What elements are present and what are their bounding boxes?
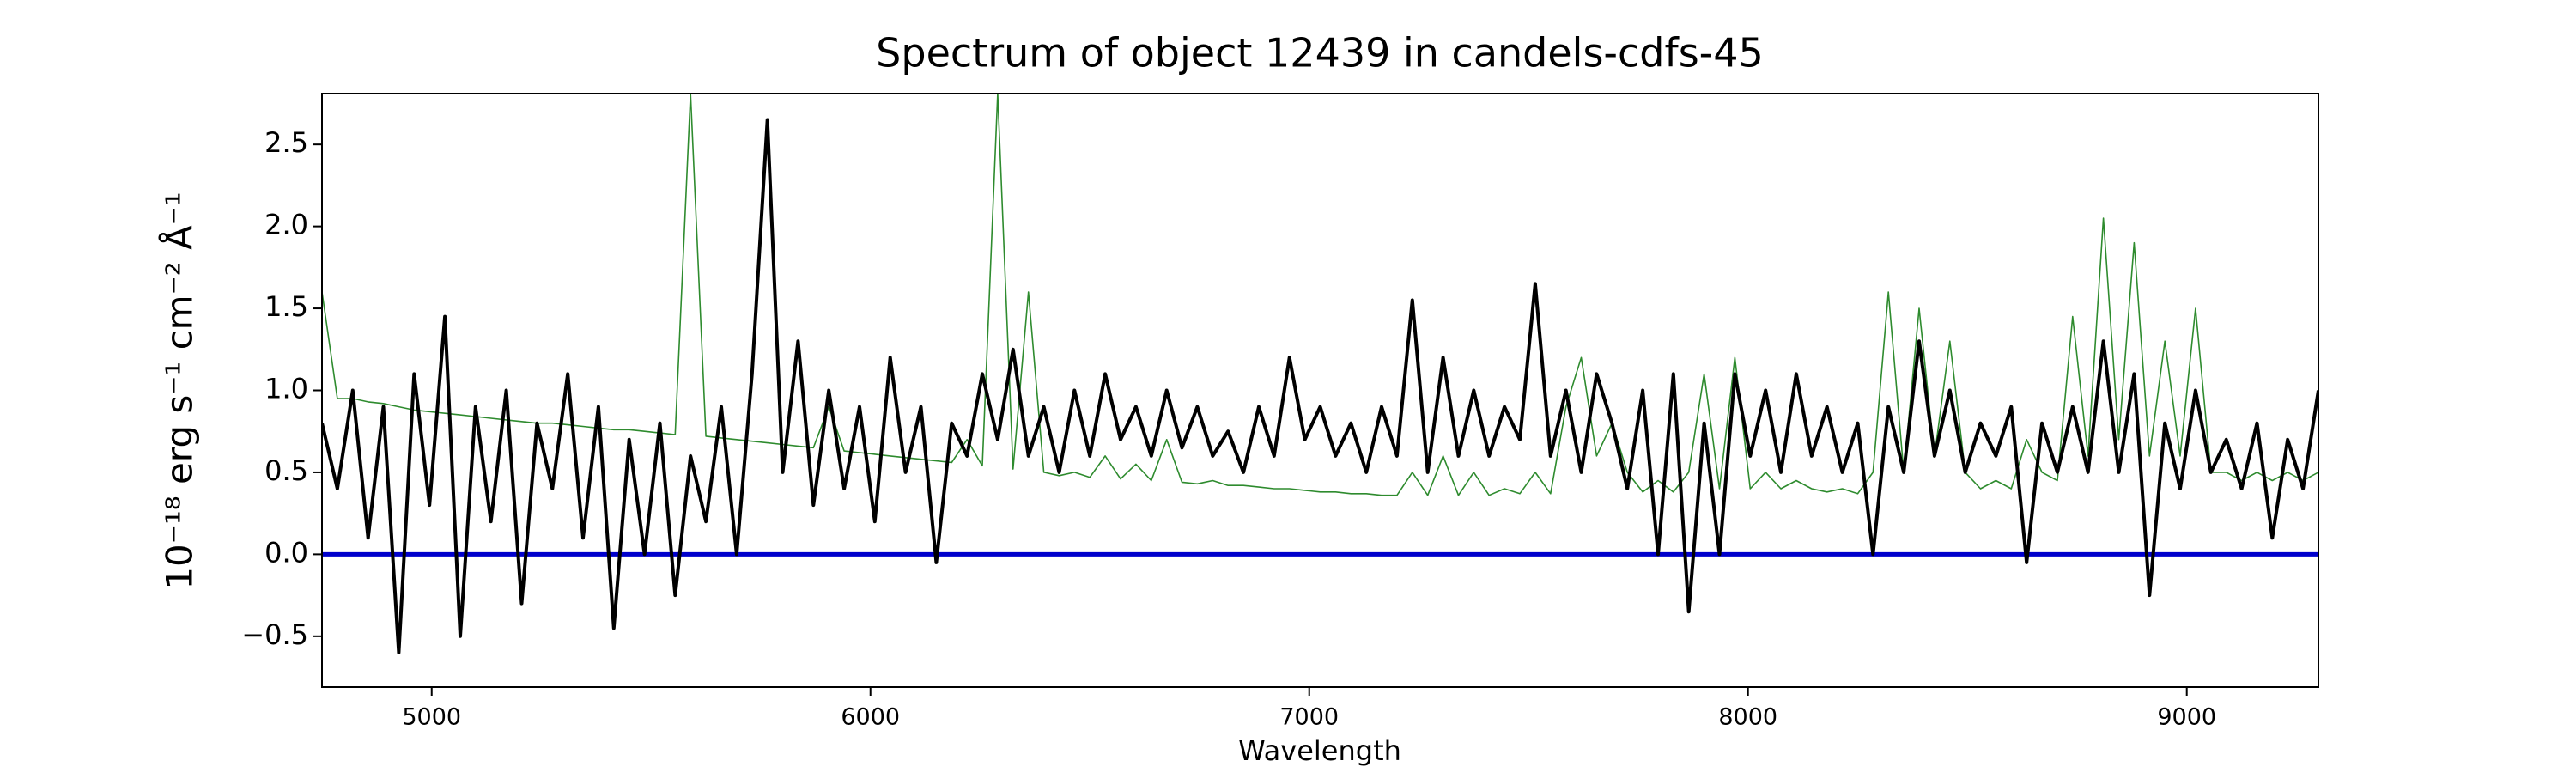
chart-title: Spectrum of object 12439 in candels-cdfs… — [876, 30, 1764, 76]
y-tick-label: 2.0 — [264, 209, 308, 241]
x-tick-label: 8000 — [1718, 704, 1777, 731]
y-tick-label: −0.5 — [241, 618, 308, 651]
spectrum-line — [322, 94, 2318, 496]
x-tick-label: 6000 — [841, 704, 900, 731]
y-tick-label: 2.5 — [264, 126, 308, 159]
x-tick-label: 5000 — [402, 704, 461, 731]
x-axis-label: Wavelength — [1238, 734, 1401, 767]
spectrum-line — [322, 118, 2318, 654]
y-tick-label: 0.0 — [264, 536, 308, 569]
y-tick-label: 1.5 — [264, 290, 308, 323]
x-tick-label: 9000 — [2157, 704, 2216, 731]
y-tick-label: 1.0 — [264, 373, 308, 405]
y-tick-label: 0.5 — [264, 454, 308, 487]
plot-frame — [321, 93, 2319, 688]
y-axis-label: 10⁻¹⁸ erg s⁻¹ cm⁻² Å⁻¹ — [158, 192, 201, 589]
x-tick-label: 7000 — [1279, 704, 1339, 731]
